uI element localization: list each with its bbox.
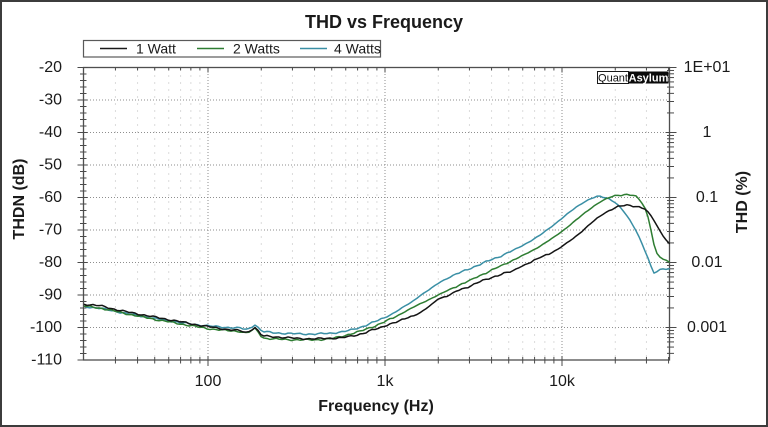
svg-text:Asylum: Asylum bbox=[629, 72, 669, 84]
svg-text:1: 1 bbox=[703, 124, 712, 141]
svg-text:4 Watts: 4 Watts bbox=[334, 41, 381, 57]
svg-text:-20: -20 bbox=[39, 59, 62, 76]
svg-text:10k: 10k bbox=[549, 373, 576, 390]
svg-text:-30: -30 bbox=[39, 92, 62, 109]
svg-text:-100: -100 bbox=[30, 319, 62, 336]
svg-text:-110: -110 bbox=[31, 352, 62, 369]
svg-text:100: 100 bbox=[195, 373, 222, 390]
svg-text:-60: -60 bbox=[39, 189, 62, 206]
svg-text:-70: -70 bbox=[39, 222, 62, 239]
svg-text:0.01: 0.01 bbox=[691, 254, 722, 271]
svg-text:-80: -80 bbox=[39, 254, 62, 271]
svg-text:1k: 1k bbox=[377, 373, 395, 390]
svg-text:-90: -90 bbox=[39, 287, 62, 304]
svg-text:Frequency (Hz): Frequency (Hz) bbox=[318, 398, 434, 415]
svg-text:THD (%): THD (%) bbox=[734, 171, 751, 233]
svg-text:-50: -50 bbox=[39, 157, 62, 174]
svg-text:-40: -40 bbox=[39, 124, 62, 141]
svg-text:1 Watt: 1 Watt bbox=[136, 41, 176, 57]
svg-text:THD vs Frequency: THD vs Frequency bbox=[305, 12, 463, 32]
svg-text:2 Watts: 2 Watts bbox=[233, 41, 280, 57]
svg-text:0.1: 0.1 bbox=[696, 189, 718, 206]
svg-text:THDN (dB): THDN (dB) bbox=[11, 159, 28, 240]
svg-text:1E+01: 1E+01 bbox=[684, 59, 731, 76]
svg-text:0.001: 0.001 bbox=[687, 319, 727, 336]
svg-text:Quant: Quant bbox=[598, 72, 628, 84]
